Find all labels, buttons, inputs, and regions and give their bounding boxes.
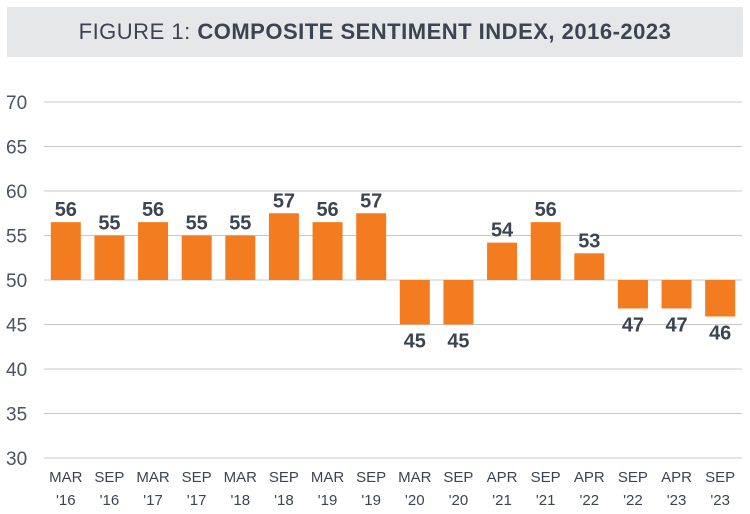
chart-title-bar: FIGURE 1: COMPOSITE SENTIMENT INDEX, 201… <box>7 7 743 57</box>
data-label: 45 <box>447 331 469 353</box>
x-tick-label-month: MAR <box>49 469 83 486</box>
x-tick-label-month: MAR <box>224 469 258 486</box>
data-label: 57 <box>360 190 382 212</box>
x-tick-label-year: '21 <box>536 492 556 509</box>
x-tick-label-year: '18 <box>274 492 294 509</box>
chart-title-main: COMPOSITE SENTIMENT INDEX, 2016-2023 <box>197 19 672 44</box>
x-tick-label-year: '23 <box>710 492 730 509</box>
data-label: 45 <box>404 331 426 353</box>
bar <box>268 213 299 280</box>
y-tick-label: 45 <box>6 316 27 337</box>
bars <box>50 213 736 325</box>
bar <box>574 253 605 280</box>
y-tick-label: 35 <box>6 405 27 426</box>
y-tick-label: 40 <box>6 360 27 381</box>
y-tick-label: 65 <box>6 138 27 159</box>
data-label: 55 <box>229 213 251 235</box>
x-tick-label-year: '18 <box>231 492 251 509</box>
x-tick-label-year: '21 <box>492 492 512 509</box>
x-tick-label-month: APR <box>574 469 605 486</box>
x-tick-label-year: '16 <box>100 492 120 509</box>
bar <box>530 222 561 280</box>
x-tick-label-year: '19 <box>361 492 381 509</box>
data-label: 55 <box>186 213 208 235</box>
bar <box>443 280 474 325</box>
bar <box>399 280 430 325</box>
x-tick-label-month: SEP <box>705 469 735 486</box>
bar <box>94 235 125 280</box>
bar <box>705 280 736 317</box>
bar <box>225 235 256 280</box>
y-tick-label: 70 <box>6 93 27 114</box>
bar <box>138 222 169 280</box>
bar <box>181 235 212 280</box>
x-tick-label-month: SEP <box>356 469 386 486</box>
x-tick-label-month: SEP <box>269 469 299 486</box>
data-label: 56 <box>55 199 77 221</box>
bar <box>312 222 343 280</box>
x-tick-label-year: '23 <box>667 492 687 509</box>
data-label: 55 <box>98 213 120 235</box>
x-tick-label-month: SEP <box>182 469 212 486</box>
x-tick-label-month: MAR <box>398 469 432 486</box>
x-tick-label-month: SEP <box>94 469 124 486</box>
data-label: 47 <box>665 314 687 336</box>
data-label: 56 <box>316 199 338 221</box>
bar <box>50 222 81 280</box>
bar <box>617 280 648 309</box>
bar <box>356 213 387 280</box>
x-tick-label-month: SEP <box>443 469 473 486</box>
y-axis-ticks: 30 35 40 45 50 55 60 65 70 <box>6 93 27 470</box>
x-tick-label-month: SEP <box>531 469 561 486</box>
bar <box>661 280 692 309</box>
x-tick-label-year: '16 <box>56 492 76 509</box>
bar <box>487 242 518 280</box>
data-label: 54 <box>491 220 514 242</box>
y-tick-label: 55 <box>6 227 27 248</box>
data-label: 47 <box>622 314 644 336</box>
data-label: 56 <box>535 199 557 221</box>
x-axis-ticks: MAR '16 SEP '16 MAR '17 SEP '17 MAR '18 SEP '18 MAR '… <box>49 469 735 509</box>
x-tick-label-month: APR <box>487 469 518 486</box>
x-tick-label-year: '22 <box>580 492 600 509</box>
data-label: 57 <box>273 190 295 212</box>
x-tick-label-month: MAR <box>136 469 170 486</box>
chart-title: FIGURE 1: COMPOSITE SENTIMENT INDEX, 201… <box>79 19 672 45</box>
x-tick-label-year: '20 <box>449 492 469 509</box>
x-tick-label-year: '22 <box>623 492 643 509</box>
chart-title-prefix: FIGURE 1: <box>78 19 191 44</box>
x-tick-label-month: APR <box>661 469 692 486</box>
data-labels: 56 55 56 55 55 57 56 57 45 45 54 56 53 47 47 46 <box>55 190 732 352</box>
x-tick-label-month: SEP <box>618 469 648 486</box>
data-label: 56 <box>142 199 164 221</box>
x-tick-label-month: MAR <box>311 469 345 486</box>
x-tick-label-year: '17 <box>143 492 163 509</box>
data-label: 53 <box>578 230 600 252</box>
x-tick-label-year: '19 <box>318 492 338 509</box>
y-tick-label: 30 <box>6 449 27 470</box>
y-tick-label: 50 <box>6 271 27 292</box>
y-tick-label: 60 <box>6 182 27 203</box>
data-label: 46 <box>709 322 731 344</box>
x-tick-label-year: '20 <box>405 492 425 509</box>
x-tick-label-year: '17 <box>187 492 207 509</box>
